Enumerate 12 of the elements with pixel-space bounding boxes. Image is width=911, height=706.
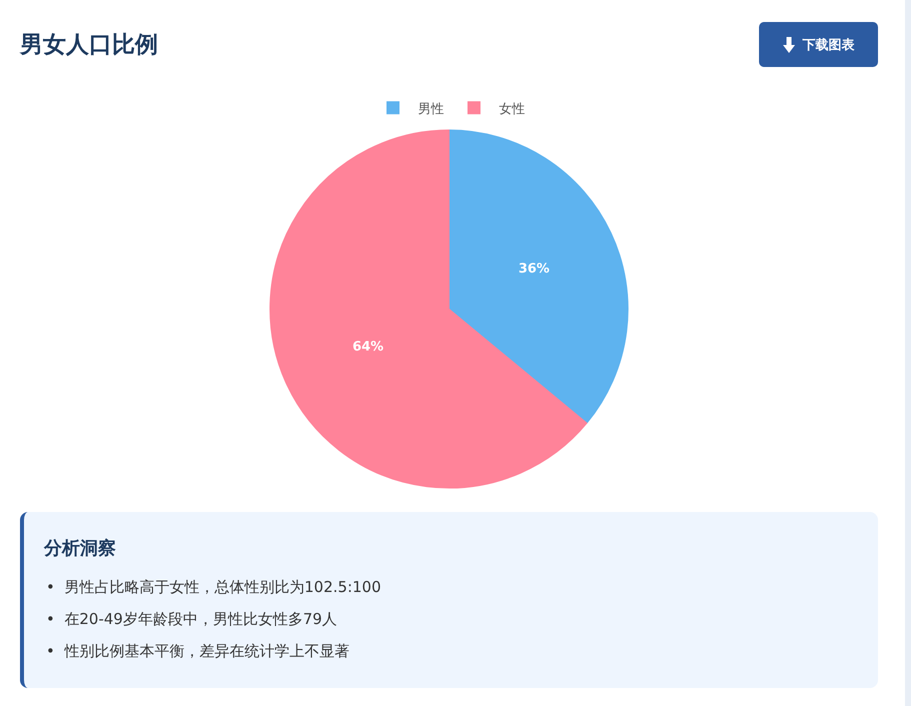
text: 分析洞察	[44, 537, 117, 561]
legend-label: 女性	[499, 102, 525, 117]
pie-slice	[270, 130, 588, 488]
data-label: 36%	[518, 261, 550, 276]
chart-title: 男女人口比例	[20, 31, 158, 60]
download-button: 下载图表	[759, 22, 878, 67]
legend-label: 男性	[418, 102, 444, 117]
text: • 男性占比略高于女性，总体性别比为102.5:100	[45, 577, 382, 598]
pie-slice	[448, 130, 628, 424]
text: • 在20-49岁年龄段中，男性比女性多79人	[45, 609, 338, 630]
data-label: 64%	[352, 340, 384, 355]
text: • 性别比例基本平衡，差异在统计学上不显著	[45, 641, 350, 662]
